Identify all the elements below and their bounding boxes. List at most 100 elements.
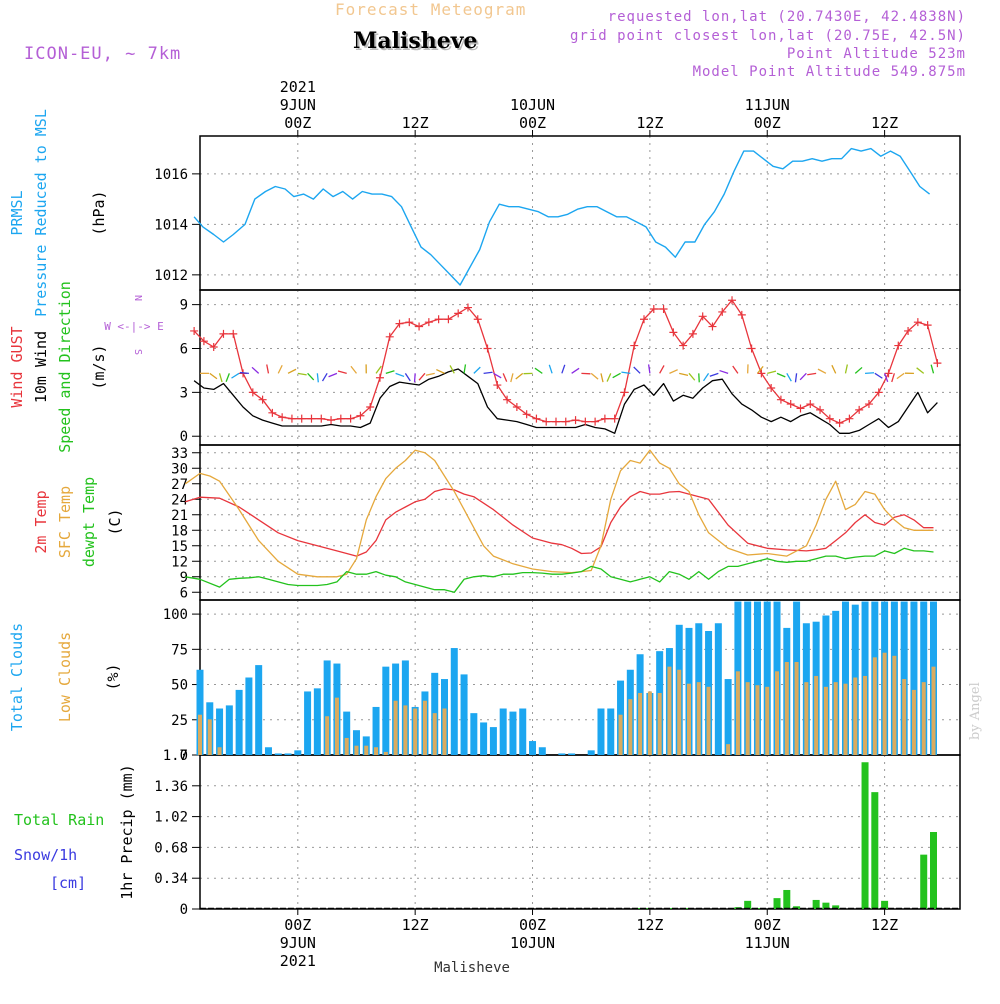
footer-location: Malisheve — [434, 960, 510, 976]
supertitle: Forecast Meteogram — [335, 0, 526, 19]
wind-direction-arrow — [818, 369, 826, 373]
wind-direction-arrow — [220, 373, 222, 382]
wind-direction-arrow — [231, 373, 239, 378]
low-cloud-bar — [198, 715, 202, 755]
low-cloud-bar — [834, 682, 838, 755]
total-cloud-bar — [236, 690, 243, 755]
y-tick-label: 15 — [171, 539, 188, 555]
wind-direction-arrow — [308, 373, 314, 380]
wind-direction-arrow — [464, 364, 465, 373]
wind-direction-arrow — [317, 373, 318, 382]
rain-bar — [920, 855, 927, 909]
gust-marker — [425, 318, 433, 326]
low-cloud-bar — [863, 676, 867, 755]
wind-direction-arrow — [511, 373, 513, 382]
top-time-label: 00Z — [284, 114, 311, 132]
wind-axis-label: 10m Wind — [32, 331, 50, 403]
y-tick-label: 1.02 — [154, 810, 188, 826]
bottom-time-label: 00Z — [519, 916, 546, 934]
y-tick-label: 1.36 — [154, 779, 188, 795]
y-tick-label: 1012 — [154, 268, 188, 284]
gust-marker — [787, 400, 795, 408]
y-tick-label: 27 — [171, 477, 188, 493]
low-cloud-bar — [325, 716, 329, 755]
wind-direction-arrow — [240, 373, 249, 374]
bottom-time-label: 12Z — [871, 916, 898, 934]
top-time-label: 00Z — [519, 114, 546, 132]
wind-direction-arrow — [767, 371, 776, 373]
low-cloud-bar — [648, 691, 652, 755]
gust-marker — [327, 416, 335, 424]
gust-marker — [405, 318, 413, 326]
low-cloud-bar — [755, 685, 759, 755]
low-cloud-bar — [403, 705, 407, 755]
low-cloud-bar — [697, 682, 701, 755]
gust-marker — [454, 309, 462, 317]
wind-direction-arrow — [845, 365, 847, 374]
gust-marker — [317, 415, 325, 423]
wind-direction-arrow — [689, 373, 695, 380]
total-cloud-bar — [245, 678, 252, 756]
wind-direction-arrow — [436, 370, 444, 374]
wind-direction-arrow — [660, 365, 664, 373]
rain-bar — [930, 832, 937, 909]
wind-direction-arrow — [807, 373, 816, 374]
wind-direction-arrow — [298, 373, 307, 375]
wind-direction-arrow — [535, 368, 542, 373]
wind-direction-arrow — [450, 365, 454, 373]
bottom-time-label: 00Z — [284, 916, 311, 934]
wind-direction-arrow — [832, 365, 836, 373]
gust-marker — [552, 418, 560, 426]
low-cloud-bar — [433, 713, 437, 755]
gust-marker — [347, 415, 355, 423]
precip-unit-label: [cm] — [50, 874, 86, 892]
bottom-time-label: 10JUN — [510, 934, 555, 952]
top-time-label: 9JUN — [280, 96, 316, 114]
precip-panel-frame — [200, 755, 960, 909]
wind-direction-arrow — [669, 370, 677, 374]
wind-axis-label: Speed and Direction — [56, 281, 74, 453]
wind-direction-arrow — [484, 372, 493, 373]
y-tick-label: 1016 — [154, 167, 188, 183]
wind-direction-arrow — [474, 367, 480, 373]
clouds-axis-label: (%) — [104, 663, 122, 690]
rain-bar — [813, 900, 820, 909]
gust-marker — [493, 381, 501, 389]
wind-direction-arrow — [757, 366, 763, 373]
bottom-time-label: 12Z — [636, 916, 663, 934]
low-cloud-bar — [804, 682, 808, 755]
wind-direction-arrow — [562, 365, 565, 374]
low-cloud-bar — [423, 701, 427, 755]
low-cloud-bar — [374, 747, 378, 755]
wind-direction-arrow — [338, 371, 347, 373]
gust-marker — [611, 415, 619, 423]
y-tick-label: 9 — [180, 570, 188, 586]
low-cloud-bar — [345, 738, 349, 755]
gust-marker — [298, 415, 306, 423]
wind-direction-arrow — [267, 365, 269, 374]
total-cloud-bar — [255, 665, 262, 755]
y-tick-label: 50 — [171, 678, 188, 694]
low-cloud-bar — [912, 690, 916, 755]
wind-direction-arrow — [865, 373, 874, 374]
total-cloud-bar — [500, 709, 507, 756]
total-cloud-bar — [304, 691, 311, 755]
point-altitude: Point Altitude 523m — [787, 46, 966, 62]
low-cloud-bar — [922, 682, 926, 755]
y-tick-label: 0 — [180, 902, 188, 918]
low-cloud-bar — [932, 667, 936, 755]
gust-marker — [630, 342, 638, 350]
rain-bar — [871, 792, 878, 909]
top-time-label: 00Z — [754, 114, 781, 132]
wind-direction-arrow — [516, 373, 523, 379]
top-time-label: 12Z — [871, 114, 898, 132]
low-cloud-bar — [843, 684, 847, 755]
gust-marker — [591, 418, 599, 426]
total-cloud-bar — [451, 648, 458, 755]
top-time-label: 12Z — [636, 114, 663, 132]
low-cloud-bar — [873, 657, 877, 755]
total-cloud-bar — [529, 741, 536, 755]
wind-direction-arrow — [288, 369, 296, 373]
clouds-axis-label: Low Clouds — [56, 632, 74, 722]
gust-marker — [307, 415, 315, 423]
